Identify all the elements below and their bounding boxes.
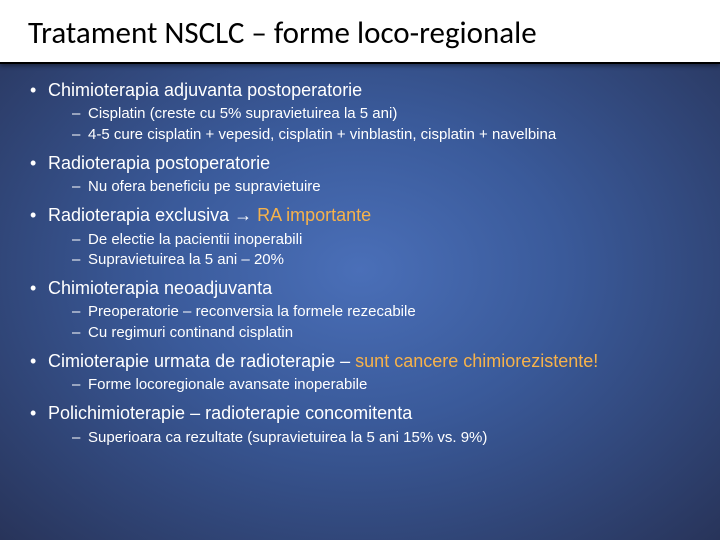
bullet-level2: Preoperatorie – reconversia la formele r… (72, 302, 700, 322)
bullet-text-accent: sunt cancere chimiorezistente! (355, 351, 598, 371)
bullet-level2: Cisplatin (creste cu 5% supravietuirea l… (72, 104, 700, 124)
bullet-level1: Polichimioterapie – radioterapie concomi… (30, 401, 700, 425)
list-item: Polichimioterapie – radioterapie concomi… (30, 401, 700, 448)
bullet-list: Chimioterapia adjuvanta postoperatorie C… (30, 78, 700, 448)
bullet-level2: Supravietuirea la 5 ani – 20% (72, 250, 700, 270)
bullet-text-accent: RA importante (257, 205, 371, 225)
bullet-level2: 4-5 cure cisplatin + vepesid, cisplatin … (72, 125, 700, 145)
sub-list: Nu ofera beneficiu pe supravietuire (30, 177, 700, 197)
bullet-level1: Radioterapia exclusiva → RA importante (30, 203, 700, 227)
sub-list: Superioara ca rezultate (supravietuirea … (30, 428, 700, 448)
bullet-level2: Forme locoregionale avansate inoperabile (72, 375, 700, 395)
bullet-level2: Nu ofera beneficiu pe supravietuire (72, 177, 700, 197)
slide-content: Chimioterapia adjuvanta postoperatorie C… (0, 64, 720, 448)
bullet-text-prefix: Radioterapia exclusiva → (48, 205, 257, 225)
bullet-level2: De electie la pacientii inoperabili (72, 230, 700, 250)
bullet-level2: Superioara ca rezultate (supravietuirea … (72, 428, 700, 448)
bullet-level1: Chimioterapia neoadjuvanta (30, 276, 700, 300)
bullet-level1: Radioterapia postoperatorie (30, 151, 700, 175)
slide: Tratament NSCLC – forme loco-regionale C… (0, 0, 720, 540)
bullet-level1: Cimioterapie urmata de radioterapie – su… (30, 349, 700, 373)
bullet-level1: Chimioterapia adjuvanta postoperatorie (30, 78, 700, 102)
sub-list: Forme locoregionale avansate inoperabile (30, 375, 700, 395)
list-item: Chimioterapia adjuvanta postoperatorie C… (30, 78, 700, 145)
slide-title: Tratament NSCLC – forme loco-regionale (28, 14, 700, 52)
sub-list: Cisplatin (creste cu 5% supravietuirea l… (30, 104, 700, 145)
list-item: Chimioterapia neoadjuvanta Preoperatorie… (30, 276, 700, 343)
bullet-text-prefix: Cimioterapie urmata de radioterapie – (48, 351, 355, 371)
sub-list: Preoperatorie – reconversia la formele r… (30, 302, 700, 343)
list-item: Radioterapia exclusiva → RA importante D… (30, 203, 700, 270)
list-item: Radioterapia postoperatorie Nu ofera ben… (30, 151, 700, 198)
sub-list: De electie la pacientii inoperabili Supr… (30, 230, 700, 271)
list-item: Cimioterapie urmata de radioterapie – su… (30, 349, 700, 396)
title-bar: Tratament NSCLC – forme loco-regionale (0, 0, 720, 64)
bullet-level2: Cu regimuri continand cisplatin (72, 323, 700, 343)
